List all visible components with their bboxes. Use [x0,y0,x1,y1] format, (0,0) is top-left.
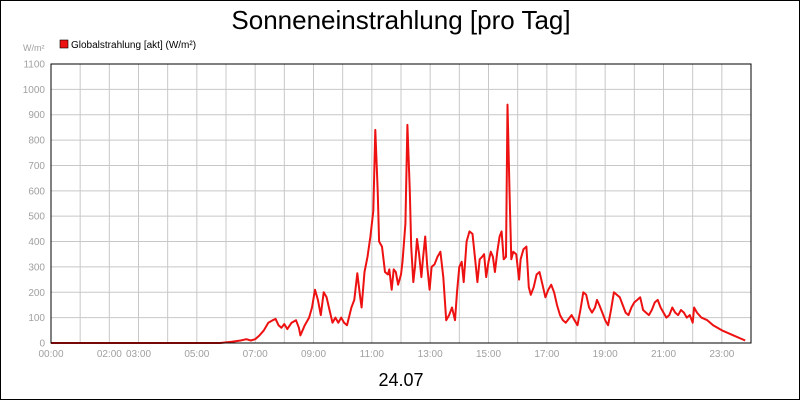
chart-title: Sonneneinstrahlung [pro Tag] [231,5,570,35]
x-tick-label: 13:00 [418,349,443,360]
y-tick-label: 400 [28,237,45,248]
plot-area-border [50,63,752,344]
y-tick-label: 600 [28,186,45,197]
x-tick-label: 03:00 [126,349,151,360]
x-tick-label: 19:00 [593,349,618,360]
y-tick-label: 800 [28,136,45,147]
x-tick-label: 00:00 [38,349,63,360]
series-layer [51,103,746,344]
y-tick-label: 1000 [23,85,46,96]
y-tick-label: 1100 [23,60,45,71]
x-tick-label: 02:00 [97,349,122,360]
x-tick-label: 07:00 [243,349,268,360]
y-tick-label: 300 [28,262,45,273]
legend-swatch [59,39,69,49]
tick-labels: 0 100 200 300 400 500 600 700 800 900 1000 1100 00:0… [23,60,735,361]
y-tick-label: 900 [28,110,45,121]
x-tick-label: 09:00 [301,349,326,360]
y-tick-label: 0 [39,339,45,350]
x-tick-label: 11:00 [360,349,385,360]
x-tick-label: 05:00 [184,349,209,360]
x-tick-label: 21:00 [651,349,676,360]
legend-label: Globalstrahlung [akt] (W/m²) [71,40,196,51]
x-tick-label: 15:00 [476,349,501,360]
y-tick-label: 500 [28,212,45,223]
series-line-0 [51,103,746,344]
y-tick-label: 100 [28,313,45,324]
x-tick-label: 23:00 [709,349,734,360]
y-tick-label: 200 [28,288,45,299]
y-tick-label: 700 [28,161,45,172]
x-tick-label: 17:00 [534,349,559,360]
date-label: 24.07 [378,370,423,390]
grid-layer [51,64,751,343]
y-axis-unit: W/m² [23,43,45,53]
